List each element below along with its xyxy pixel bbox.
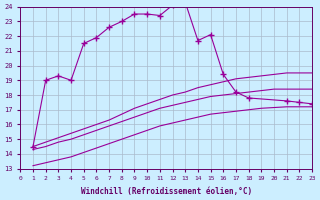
X-axis label: Windchill (Refroidissement éolien,°C): Windchill (Refroidissement éolien,°C)	[81, 187, 252, 196]
